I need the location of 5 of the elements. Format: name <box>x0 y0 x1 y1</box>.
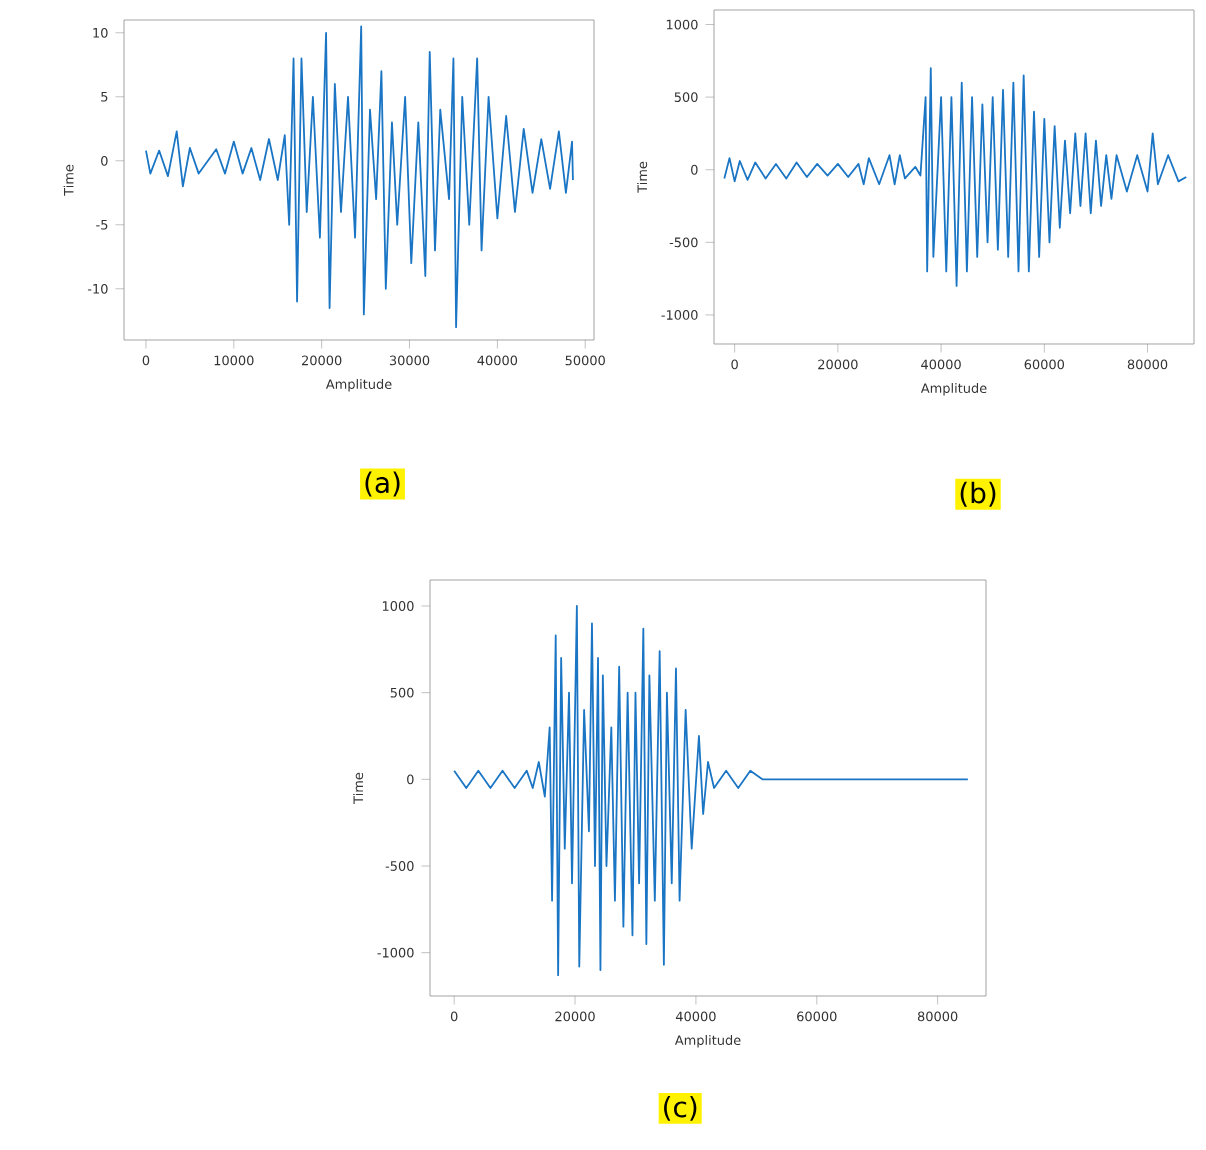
text: (c) <box>664 1095 697 1121</box>
text: (b) <box>960 481 996 507</box>
line-series <box>723 67 1188 287</box>
text: (a) <box>365 471 400 497</box>
line-series <box>145 25 574 329</box>
